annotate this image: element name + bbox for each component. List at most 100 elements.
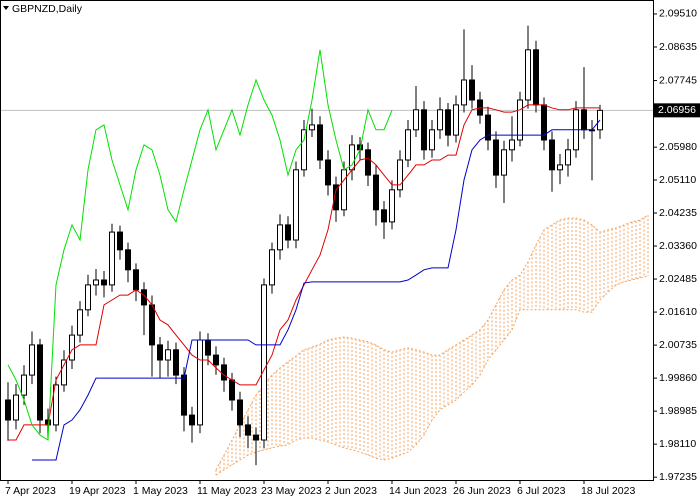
candle-body (61, 359, 67, 386)
y-tick-label: 2.08635 (659, 41, 697, 53)
candle-body (237, 399, 243, 426)
candle-body (453, 104, 459, 136)
candle-body (5, 399, 11, 421)
candle-body (197, 339, 203, 426)
y-tick-label: 2.05980 (659, 141, 697, 153)
bid-label-box (654, 103, 700, 118)
indicator-line (32, 119, 601, 461)
candle-body (325, 159, 331, 186)
candle-body (493, 139, 499, 176)
candle-body (141, 289, 147, 306)
candle-body (165, 349, 171, 361)
x-tick-label: 19 Apr 2023 (69, 485, 126, 497)
candle-body (53, 384, 59, 426)
y-tick-label: 2.04235 (659, 207, 697, 219)
x-tick-label: 7 Apr 2023 (5, 485, 56, 497)
x-tick-label: 6 Jul 2023 (517, 485, 566, 497)
y-tick-label: 2.00735 (659, 339, 697, 351)
candle-body (253, 434, 259, 441)
candle-body (557, 164, 563, 171)
bid-label: 2.06956 (658, 104, 696, 116)
candle-body (29, 344, 35, 376)
candle-body (173, 349, 179, 376)
candle-body (133, 269, 139, 291)
candle-body (341, 169, 347, 211)
candle-body (365, 149, 371, 176)
y-tick-label: 2.07745 (659, 74, 697, 86)
cloud-edge (215, 275, 649, 476)
candle-body (373, 174, 379, 211)
candle-body (93, 279, 99, 286)
candle-body (245, 424, 251, 436)
candle-body (213, 354, 219, 366)
y-tick-label: 2.05110 (659, 174, 696, 186)
candle-body (581, 109, 587, 131)
candle-body (501, 149, 507, 176)
candle-body (285, 224, 291, 241)
y-tick-label: 1.98985 (659, 405, 697, 417)
candle-body (309, 124, 315, 131)
plot-frame (0, 0, 654, 481)
plot-back (0, 109, 653, 476)
y-tick-label: 1.97235 (659, 471, 697, 483)
symbol-icon (3, 6, 9, 10)
y-tick-label: 1.98110 (659, 438, 696, 450)
candle-body (461, 79, 467, 106)
candle-body (437, 109, 443, 131)
y-tick-label: 2.09510 (659, 8, 697, 20)
x-tick-label: 14 Jun 2023 (389, 485, 447, 497)
candle-body (69, 334, 75, 361)
candle-body (37, 344, 43, 421)
x-tick-label: 18 Jul 2023 (581, 485, 635, 497)
candle-body (205, 339, 211, 356)
candle-body (389, 189, 395, 223)
candle-body (261, 284, 267, 441)
candle-body (277, 224, 283, 251)
cloud-edge (215, 214, 649, 471)
candle-body (517, 99, 523, 141)
candle-body (565, 149, 571, 166)
indicator-line (7, 49, 393, 441)
candle-body (149, 304, 155, 346)
y-tick-label: 2.02485 (659, 273, 697, 285)
candle-body (397, 159, 403, 191)
axes: 2.09510 2.08635 2.07745 2.05980 2.05110 2.042… (5, 8, 700, 497)
candle-body (269, 249, 275, 286)
candle-body (109, 231, 115, 286)
candle-body (509, 139, 515, 151)
x-tick-label: 2 Jun 2023 (325, 485, 377, 497)
candle-body (77, 309, 83, 336)
candle-body (421, 109, 427, 151)
candle-body (125, 249, 131, 271)
candle-body (101, 279, 107, 286)
candle-body (485, 114, 491, 141)
chart-title: GBPNZD,Daily (12, 3, 83, 15)
indicator-line (8, 104, 600, 441)
y-tick-label: 2.01610 (659, 306, 697, 318)
candle-body (405, 129, 411, 161)
candle-body (301, 129, 307, 171)
candle-body (533, 49, 539, 106)
candle-body (157, 344, 163, 361)
candle-body (549, 139, 555, 171)
candle-body (229, 379, 235, 401)
candle-body (525, 49, 531, 101)
candle-body (429, 129, 435, 151)
candle-body (469, 79, 475, 101)
y-tick-label: 2.03360 (659, 240, 697, 252)
candle-body (189, 414, 195, 426)
x-tick-label: 23 May 2023 (261, 485, 322, 497)
candle-body (181, 374, 187, 416)
x-tick-label: 26 Jun 2023 (453, 485, 511, 497)
x-tick-label: 11 May 2023 (197, 485, 257, 497)
y-tick-label: 1.99860 (659, 372, 697, 384)
candle-body (85, 284, 91, 311)
candle-body (413, 109, 419, 131)
candle-body (381, 209, 387, 223)
candle-body (293, 169, 299, 241)
candle-body (333, 184, 339, 211)
candle-body (13, 394, 19, 421)
